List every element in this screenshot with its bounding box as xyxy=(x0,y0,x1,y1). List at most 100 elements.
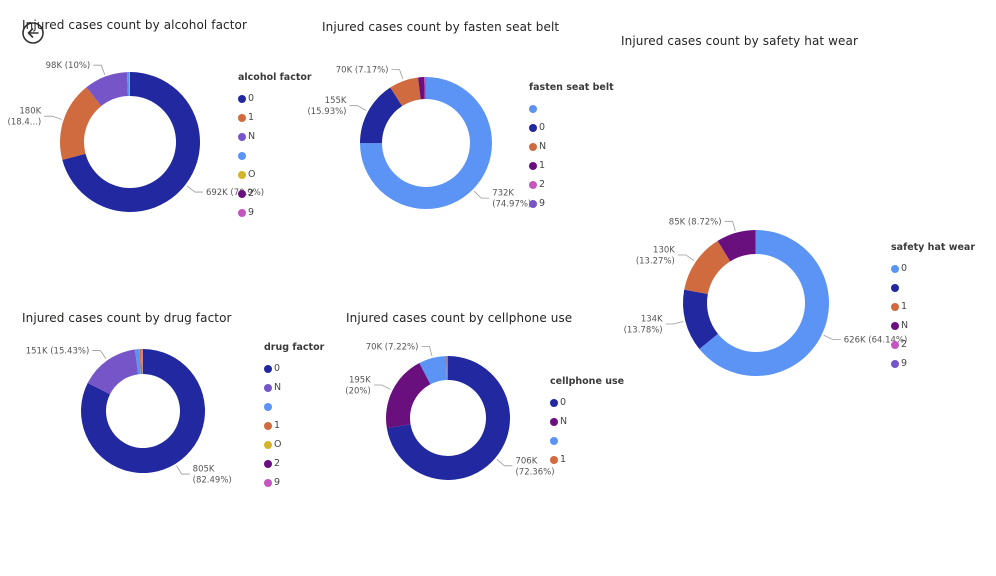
legend-marker xyxy=(264,440,272,449)
donut-slice[interactable] xyxy=(699,230,829,376)
donut-slice[interactable] xyxy=(390,77,421,106)
legend-item[interactable]: N xyxy=(550,412,624,431)
legend-item[interactable]: 1 xyxy=(264,416,324,435)
legend: alcohol factor 0 1 N O 2 9 xyxy=(238,72,312,222)
legend-item[interactable]: 1 xyxy=(529,156,614,175)
legend-item[interactable] xyxy=(891,278,975,297)
legend-item[interactable]: 2 xyxy=(238,184,312,203)
donut-slice[interactable] xyxy=(86,72,128,107)
legend-marker xyxy=(264,383,272,392)
donut-chart: 626K (64.14%) 134K(13.78%) 130K(13.27%) 85K… xyxy=(624,217,907,376)
legend-item[interactable]: N xyxy=(238,127,312,146)
donut-slice[interactable] xyxy=(141,349,143,375)
legend-title: safety hat wear xyxy=(891,242,976,253)
donut-slice[interactable] xyxy=(386,363,431,429)
legend-marker xyxy=(529,142,537,151)
legend-label: 1 xyxy=(901,301,908,312)
data-label: 805K xyxy=(193,465,215,475)
donut-slice[interactable] xyxy=(425,77,426,100)
donut-slice[interactable] xyxy=(424,77,426,100)
donut-chart: 805K(82.49%) 151K (15.43%) xyxy=(26,347,232,486)
legend-item[interactable]: N xyxy=(891,316,975,335)
legend-marker xyxy=(891,264,899,273)
chart-cellphone-use[interactable]: Injured cases count by cellphone use 706… xyxy=(345,311,646,511)
legend-label: 2 xyxy=(274,458,281,469)
legend-label: 9 xyxy=(248,207,255,218)
leader-line xyxy=(176,465,190,475)
donut-slice[interactable] xyxy=(418,77,425,100)
legend-marker xyxy=(529,199,537,208)
donut-slice[interactable] xyxy=(419,356,447,385)
donut-slice[interactable] xyxy=(126,72,130,97)
legend-item[interactable]: 1 xyxy=(891,297,975,316)
data-label: 134K xyxy=(641,314,663,324)
legend-label: N xyxy=(539,141,547,152)
legend-item[interactable]: 2 xyxy=(891,335,975,354)
legend-label: N xyxy=(560,416,568,427)
donut-slice[interactable] xyxy=(129,72,130,97)
chart-title: Injured cases count by drug factor xyxy=(22,311,232,325)
data-label: 706K xyxy=(515,456,537,466)
chart-safety-hat-wear[interactable]: Injured cases count by safety hat wear 6… xyxy=(621,34,991,394)
legend-item[interactable]: 2 xyxy=(529,175,614,194)
leader-line xyxy=(823,334,841,340)
donut-slice[interactable] xyxy=(386,356,510,480)
legend-item[interactable]: 0 xyxy=(550,393,624,412)
donut-slice[interactable] xyxy=(446,356,448,381)
legend-marker xyxy=(529,180,537,189)
legend-item[interactable]: O xyxy=(264,435,324,454)
legend-label: O xyxy=(248,169,256,180)
chart-drug-factor[interactable]: Injured cases count by drug factor 805K(… xyxy=(22,311,324,511)
donut-slice[interactable] xyxy=(717,230,756,262)
legend-item[interactable]: N xyxy=(529,137,614,156)
legend-item[interactable]: N xyxy=(264,378,324,397)
legend-item[interactable]: 2 xyxy=(264,454,324,473)
legend-item[interactable]: 0 xyxy=(529,118,614,137)
legend-marker xyxy=(264,421,272,430)
legend-marker xyxy=(550,455,558,464)
legend-item[interactable] xyxy=(529,99,614,118)
legend-item[interactable]: 0 xyxy=(264,359,324,378)
legend-item[interactable] xyxy=(550,431,624,450)
leader-line xyxy=(349,105,367,111)
back-button[interactable] xyxy=(21,21,45,45)
legend-label: 0 xyxy=(274,363,281,374)
donut-slice[interactable] xyxy=(360,87,403,144)
legend-item[interactable]: O xyxy=(238,165,312,184)
legend-item[interactable]: 9 xyxy=(529,194,614,213)
donut-slice[interactable] xyxy=(142,349,143,375)
legend-label: 1 xyxy=(539,160,546,171)
leader-line xyxy=(677,254,695,261)
legend-item[interactable]: 0 xyxy=(891,259,975,278)
legend-item[interactable]: 1 xyxy=(238,108,312,127)
donut-slice[interactable] xyxy=(134,349,141,375)
legend-item[interactable]: 9 xyxy=(264,473,324,492)
chart-alcohol-factor[interactable]: Injured cases count by alcohol factor 69… xyxy=(8,18,322,228)
data-label: (18.4...) xyxy=(8,118,42,128)
donut-slice[interactable] xyxy=(62,72,201,212)
donut-slice[interactable] xyxy=(139,349,143,375)
legend-label: 1 xyxy=(274,420,281,431)
chart-fasten-seat-belt[interactable]: Injured cases count by fasten seat belt … xyxy=(307,20,622,230)
legend-item[interactable]: 9 xyxy=(238,203,312,222)
legend-marker xyxy=(238,132,246,141)
data-label: 151K (15.43%) xyxy=(26,347,90,357)
legend-item[interactable]: 9 xyxy=(891,354,975,373)
donut-slice[interactable] xyxy=(87,349,139,395)
legend-marker xyxy=(264,402,272,411)
legend-label: 0 xyxy=(539,122,546,133)
donut-slice[interactable] xyxy=(59,87,102,160)
donut-slice[interactable] xyxy=(81,349,205,473)
data-label: (13.78%) xyxy=(624,325,663,335)
donut-slice[interactable] xyxy=(360,77,492,209)
legend-item[interactable] xyxy=(238,146,312,165)
chart-title: Injured cases count by safety hat wear xyxy=(621,34,859,48)
donut-slice[interactable] xyxy=(683,289,718,350)
legend-item[interactable] xyxy=(264,397,324,416)
leader-line xyxy=(93,64,106,75)
donut-slice[interactable] xyxy=(684,240,731,295)
legend-item[interactable]: 1 xyxy=(550,450,624,469)
legend-item[interactable]: 0 xyxy=(238,89,312,108)
legend-marker xyxy=(550,398,558,407)
data-label: 692K (70.9%) xyxy=(206,188,264,198)
